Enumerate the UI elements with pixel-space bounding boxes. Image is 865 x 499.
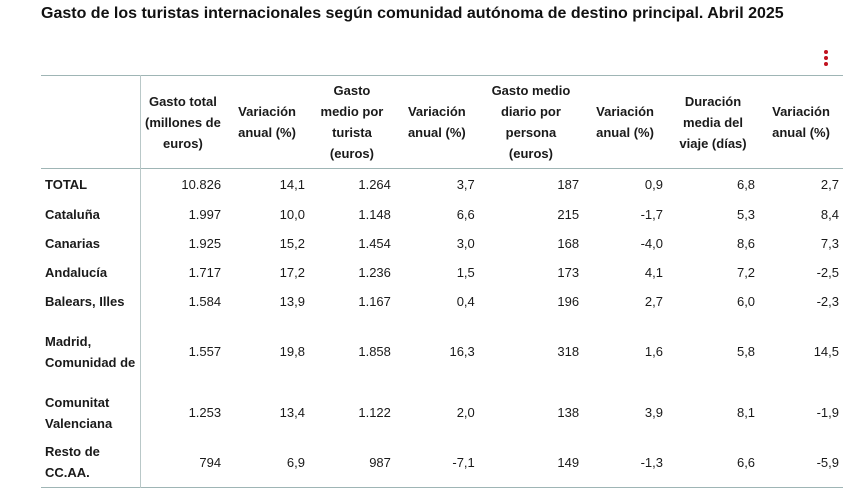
row-region-label: Canarias <box>41 228 141 258</box>
table-cell: 3,0 <box>456 235 475 251</box>
table-cell: 1.584 <box>188 293 222 309</box>
table-cell: 1.122 <box>358 405 391 420</box>
table-cell: 6,8 <box>736 176 756 192</box>
table-cell: 1.858 <box>358 344 391 359</box>
table-cell: 6,9 <box>286 454 305 470</box>
row-region-label: TOTAL <box>41 168 141 200</box>
header-variacion-duracion: Variación anual (%) <box>772 104 830 140</box>
table-cell: 0,4 <box>456 293 475 309</box>
page-title: Gasto de los turistas internacionales se… <box>41 5 784 22</box>
table-cell: 138 <box>557 405 580 420</box>
table-cell: 0,9 <box>644 176 663 192</box>
table-cell: -7,1 <box>452 454 475 470</box>
table-cell: 15,2 <box>279 235 305 251</box>
table-cell: 1.167 <box>358 293 391 309</box>
table-row: Andalucía 1.717 17,2 1.236 1,5 173 4,1 7,2 -2,5 <box>41 257 843 287</box>
table-row: Comunitat Valenciana 1.253 13,4 1.122 2,0 138… <box>41 387 843 438</box>
header-duracion-media: Duración media del viaje (días) <box>679 93 747 151</box>
table-cell: 7,2 <box>736 264 756 280</box>
menu-dot <box>824 50 828 54</box>
table-row: Canarias 1.925 15,2 1.454 3,0 168 -4,0 8,6 7,3 <box>41 228 843 258</box>
row-region-label: Cataluña <box>41 199 141 229</box>
table-cell: 1.454 <box>358 235 391 251</box>
table-cell: 196 <box>557 293 580 309</box>
table-cell: 187 <box>557 176 580 192</box>
table-cell: 2,7 <box>644 293 663 309</box>
table-cell: -4,0 <box>640 235 663 251</box>
table-cell: 14,1 <box>279 176 305 192</box>
table-cell: -1,7 <box>640 206 663 222</box>
table-cell: 1.148 <box>358 206 391 222</box>
header-variacion-gasto-total: Variación anual (%) <box>238 104 296 140</box>
table-cell: 13,4 <box>279 405 305 420</box>
table-cell: 1.236 <box>358 264 391 280</box>
table-cell: 1.253 <box>188 405 222 420</box>
table-cell: 3,7 <box>456 176 475 192</box>
table-cell: 173 <box>557 264 580 280</box>
data-table: Gasto total (millones de euros) Variació… <box>41 75 843 488</box>
table-cell: 2,7 <box>820 176 839 192</box>
table-cell: 215 <box>557 206 580 222</box>
table-cell: 17,2 <box>279 264 305 280</box>
table-cell: 8,4 <box>820 206 839 222</box>
row-region-label: Madrid, Comunidad de <box>41 315 141 388</box>
table-cell: 1.997 <box>188 206 222 222</box>
table-cell: 794 <box>199 454 222 470</box>
table-cell: 6,6 <box>736 454 756 470</box>
table-cell: 6,6 <box>456 206 475 222</box>
table-row: Balears, Illes 1.584 13,9 1.167 0,4 196 2,7 6,0… <box>41 286 843 316</box>
table-cell: 1.925 <box>188 235 222 251</box>
table-cell: 5,8 <box>736 344 756 359</box>
header-variacion-gasto-diario: Variación anual (%) <box>596 104 654 140</box>
row-region-label: Balears, Illes <box>41 286 141 316</box>
table-cell: 1,5 <box>456 264 475 280</box>
table-cell: -1,3 <box>640 454 663 470</box>
table-cell: 14,5 <box>813 344 839 359</box>
table-cell: -2,3 <box>816 293 839 309</box>
header-gasto-medio-turista: Gasto medio por turista (euros) <box>320 83 384 161</box>
table-cell: 987 <box>369 454 391 470</box>
table-cell: 4,1 <box>644 264 663 280</box>
table-cell: 13,9 <box>279 293 305 309</box>
table-cell: 8,1 <box>736 405 756 420</box>
table-row: Resto de CC.AA. 794 6,9 987 -7,1 149 -1,3 6,6 -5… <box>41 437 843 488</box>
header-region <box>41 75 141 169</box>
table-cell: 318 <box>557 344 580 359</box>
table-cell: 10.826 <box>181 176 222 192</box>
table-body: TOTAL 10.826 14,1 1.264 3,7 187 0,9 6,8 2,7 Catal… <box>41 168 843 488</box>
row-region-label: Comunitat Valenciana <box>41 387 141 438</box>
table-cell: 1.717 <box>188 264 222 280</box>
header-gasto-total: Gasto total (millones de euros) <box>144 93 221 151</box>
table-cell: 6,0 <box>736 293 756 309</box>
header-variacion-gasto-medio: Variación anual (%) <box>407 104 466 140</box>
table-cell: 3,9 <box>644 405 663 420</box>
table-cell: -1,9 <box>816 405 839 420</box>
table-cell: 168 <box>557 235 580 251</box>
table-row: Cataluña 1.997 10,0 1.148 6,6 215 -1,7 5,3 8,4 <box>41 199 843 229</box>
table-cell: 1.264 <box>358 176 391 192</box>
table-cell: 5,3 <box>736 206 756 222</box>
table-cell: 2,0 <box>456 405 475 420</box>
table-cell: -2,5 <box>816 264 839 280</box>
row-region-label: Resto de CC.AA. <box>41 437 141 488</box>
table-row: TOTAL 10.826 14,1 1.264 3,7 187 0,9 6,8 2,7 <box>41 168 843 200</box>
table-cell: 149 <box>557 454 580 470</box>
vertical-ellipsis-icon[interactable] <box>820 49 832 67</box>
table-header-row: Gasto total (millones de euros) Variació… <box>41 75 843 169</box>
row-region-label: Andalucía <box>41 257 141 287</box>
menu-dot <box>824 56 828 60</box>
table-cell: 1,6 <box>644 344 663 359</box>
table-cell: 16,3 <box>449 344 475 359</box>
table-cell: 8,6 <box>736 235 756 251</box>
table-cell: 10,0 <box>279 206 305 222</box>
menu-dot <box>824 62 828 66</box>
table-cell: 19,8 <box>279 344 305 359</box>
table-cell: 7,3 <box>820 235 839 251</box>
table-row: Madrid, Comunidad de 1.557 19,8 1.858 16,3 31… <box>41 315 843 388</box>
table-cell: 1.557 <box>188 344 222 359</box>
table-cell: -5,9 <box>816 454 839 470</box>
header-gasto-medio-diario: Gasto medio diario por persona (euros) <box>491 83 571 161</box>
